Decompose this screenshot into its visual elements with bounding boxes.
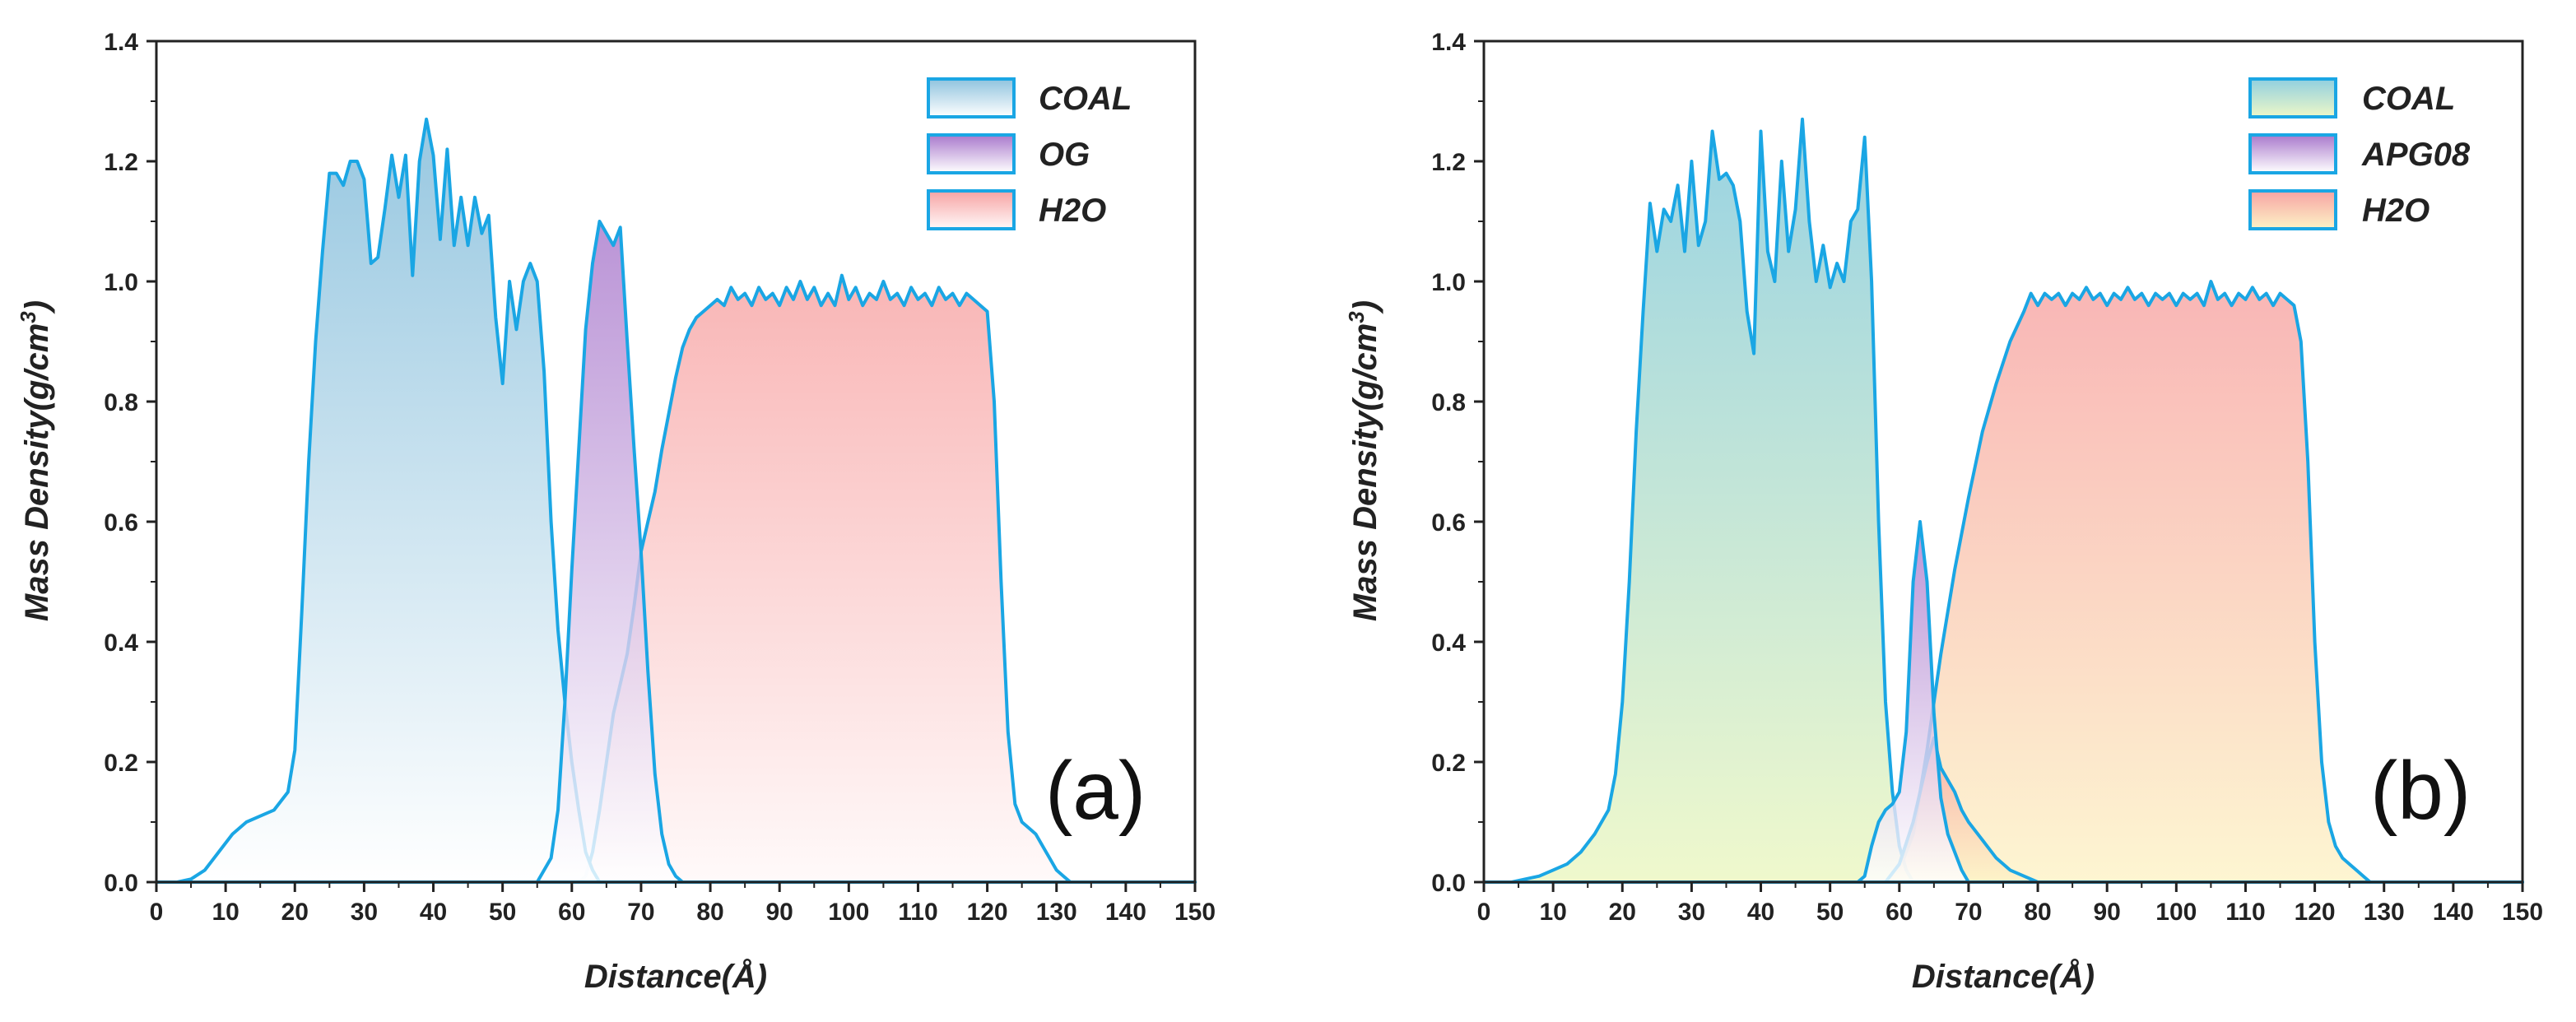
y-axis-title-a: Mass Density(g/cm3) — [16, 300, 55, 621]
x-tick-label-a-10: 100 — [828, 899, 869, 926]
legend-label-apg08-b: APG08 — [2361, 137, 2471, 173]
legend-label-coal-b: COAL — [2362, 81, 2455, 117]
x-tick-label-a-0: 0 — [150, 899, 164, 926]
x-tick-label-a-13: 130 — [1036, 899, 1077, 926]
y-tick-label-b-0: 0.0 — [1431, 870, 1466, 897]
x-tick-label-a-2: 20 — [281, 899, 309, 926]
series-layer-a — [155, 117, 1197, 884]
x-tick-label-b-4: 40 — [1747, 899, 1774, 926]
series-area-h2o-bulk-b — [1482, 280, 2524, 884]
y-tick-label-a-3: 0.6 — [104, 509, 138, 537]
x-axis-title-a: Distance(Å) — [584, 958, 767, 995]
y-axis-title-close-b: ) — [1347, 300, 1383, 314]
legend-label-h2o-a: H2O — [1039, 193, 1106, 229]
y-tick-label-b-2: 0.4 — [1431, 629, 1466, 657]
x-tick-label-a-5: 50 — [489, 899, 516, 926]
x-tick-label-a-6: 60 — [558, 899, 585, 926]
y-tick-label-a-1: 0.2 — [104, 750, 138, 777]
chart-panel-a: 0 10 20 30 40 50 60 70 80 90 100 110 120 130 140 150 0.0… — [16, 29, 1216, 995]
x-tick-label-a-14: 140 — [1105, 899, 1146, 926]
series-area-apg08-b — [1482, 520, 2524, 884]
y-tick-label-a-0: 0.0 — [104, 870, 138, 897]
ticks-a: 0 10 20 30 40 50 60 70 80 90 100 110 120 130 140 150 0.0… — [104, 29, 1216, 926]
y-axis-title-b: Mass Density(g/cm3) — [1344, 300, 1383, 621]
x-tick-label-b-6: 60 — [1886, 899, 1913, 926]
y-tick-label-a-5: 1.0 — [104, 269, 138, 296]
x-tick-label-a-7: 70 — [627, 899, 654, 926]
x-tick-label-a-12: 120 — [967, 899, 1008, 926]
panel-label-b: (b) — [2370, 745, 2471, 837]
x-tick-label-a-11: 110 — [898, 899, 937, 926]
x-tick-label-b-13: 130 — [2364, 899, 2405, 926]
y-tick-label-b-1: 0.2 — [1431, 750, 1466, 777]
x-tick-label-b-8: 80 — [2024, 899, 2051, 926]
legend-a: COAL OG H2O — [927, 77, 1132, 230]
x-tick-label-b-5: 50 — [1816, 899, 1844, 926]
x-tick-label-b-3: 30 — [1678, 899, 1705, 926]
y-tick-label-a-4: 0.8 — [104, 389, 138, 416]
ticks-b: 0 10 20 30 40 50 60 70 80 90 100 110 120 130 140 150 0.0… — [1431, 29, 2543, 926]
x-tick-label-b-0: 0 — [1477, 899, 1491, 926]
y-tick-label-a-6: 1.2 — [104, 149, 138, 176]
legend-label-og-a: OG — [1039, 137, 1090, 173]
x-tick-label-b-2: 20 — [1609, 899, 1636, 926]
series-area-og-a — [155, 220, 1197, 884]
series-area-h2o-a — [155, 273, 1197, 884]
x-tick-label-a-3: 30 — [351, 899, 378, 926]
y-tick-label-b-6: 1.2 — [1431, 149, 1466, 176]
legend-swatch-h2o-a — [927, 189, 1016, 230]
legend-label-h2o-b: H2O — [2362, 193, 2430, 229]
legend-swatch-apg08-b — [2248, 133, 2337, 174]
y-axis-title-sup-b: 3 — [1344, 311, 1369, 323]
x-tick-label-b-15: 150 — [2502, 899, 2543, 926]
legend-swatch-coal-a — [927, 77, 1016, 118]
legend-swatch-coal-b — [2248, 77, 2337, 118]
y-tick-label-a-2: 0.4 — [104, 629, 138, 657]
x-tick-label-b-12: 120 — [2295, 899, 2336, 926]
x-tick-label-a-8: 80 — [696, 899, 723, 926]
y-axis-title-main-a: Mass Density(g/cm — [19, 323, 55, 621]
legend-swatch-og-a — [927, 133, 1016, 174]
chart-panel-b: 0 10 20 30 40 50 60 70 80 90 100 110 120 130 140 150 0.0… — [1344, 29, 2543, 995]
y-tick-label-b-7: 1.4 — [1431, 29, 1466, 56]
y-axis-title-close-a: ) — [19, 300, 55, 314]
x-tick-label-a-15: 150 — [1174, 899, 1216, 926]
y-tick-label-b-5: 1.0 — [1431, 269, 1466, 296]
x-axis-title-b: Distance(Å) — [1912, 958, 2095, 995]
x-tick-label-a-9: 90 — [766, 899, 793, 926]
x-tick-label-b-11: 110 — [2225, 899, 2265, 926]
x-tick-label-b-9: 90 — [2094, 899, 2121, 926]
series-area-coal-a — [155, 117, 1197, 884]
y-axis-title-sup-a: 3 — [16, 311, 40, 323]
x-tick-label-b-7: 70 — [1955, 899, 1982, 926]
x-tick-label-b-1: 10 — [1539, 899, 1566, 926]
x-tick-label-a-1: 10 — [212, 899, 239, 926]
y-tick-label-b-3: 0.6 — [1431, 509, 1466, 537]
x-tick-label-b-10: 100 — [2155, 899, 2197, 926]
x-tick-label-b-14: 140 — [2433, 899, 2474, 926]
legend-swatch-h2o-b — [2248, 189, 2337, 230]
y-tick-label-b-4: 0.8 — [1431, 389, 1466, 416]
panel-label-a: (a) — [1045, 745, 1146, 837]
series-layer-b — [1482, 117, 2524, 884]
legend-b: COAL APG08 H2O — [2248, 77, 2471, 230]
y-tick-label-a-7: 1.4 — [104, 29, 138, 56]
series-area-coal-b — [1482, 117, 2524, 884]
x-tick-label-a-4: 40 — [420, 899, 447, 926]
y-axis-title-main-b: Mass Density(g/cm — [1347, 323, 1383, 621]
legend-label-coal-a: COAL — [1039, 81, 1132, 117]
